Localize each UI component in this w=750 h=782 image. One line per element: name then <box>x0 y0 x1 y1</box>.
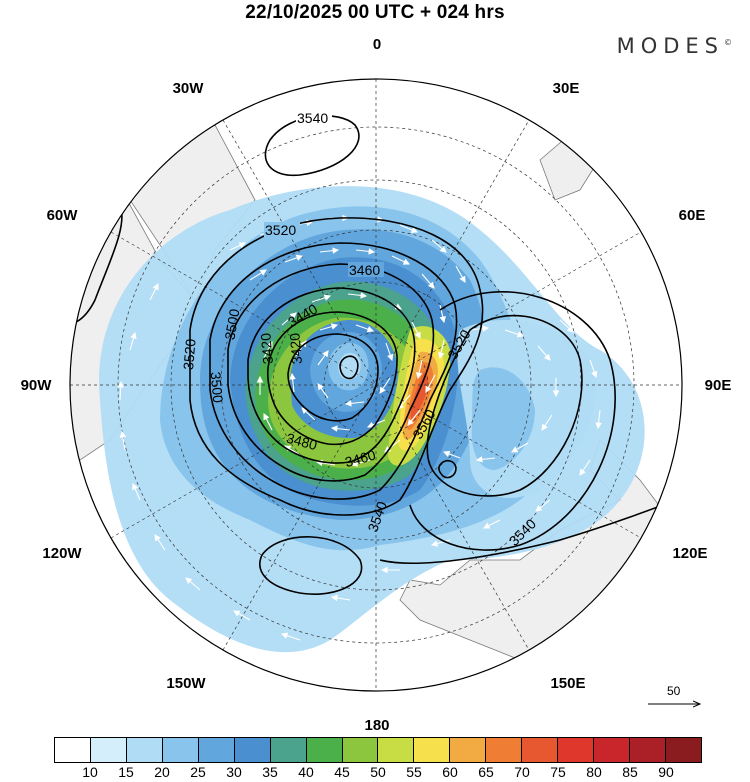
colorbar-tick-label: 40 <box>298 764 314 780</box>
contour-label: 3420 <box>257 332 276 365</box>
colorbar-swatch <box>378 738 415 762</box>
colorbar-tick-label: 85 <box>622 764 638 780</box>
colorbar-tick-label: 60 <box>442 764 458 780</box>
colorbar-tick-label: 20 <box>154 764 170 780</box>
colorbar-swatch <box>306 738 343 762</box>
colorbar-swatch <box>414 738 451 762</box>
colorbar-swatch <box>665 738 701 762</box>
map-boundary <box>69 78 683 692</box>
lon-label-30e: 30E <box>553 80 580 97</box>
map-title: 22/10/2025 00 UTC + 024 hrs <box>245 2 505 23</box>
colorbar-swatch <box>630 738 666 762</box>
lon-label-0: 0 <box>373 36 381 53</box>
colorbar-swatch <box>90 738 127 762</box>
contour-label: 3480 <box>285 430 319 454</box>
colorbar-tick-label: 15 <box>118 764 134 780</box>
brand-name: MODES <box>616 34 724 58</box>
map-disc <box>70 79 682 691</box>
colorbar-swatch <box>594 738 630 762</box>
lon-label-90e: 90E <box>705 377 732 394</box>
lon-label-120e: 120E <box>672 545 707 562</box>
colorbar-tick-label: 75 <box>550 764 566 780</box>
colorbar-tick-label: 90 <box>658 764 674 780</box>
colorbar-swatch <box>234 738 271 762</box>
contour-label: 3500 <box>221 307 242 341</box>
lon-label-90w: 90W <box>21 377 53 394</box>
lon-label-180: 180 <box>364 717 389 734</box>
height-contours <box>70 115 682 595</box>
contour-label: 3540 <box>297 110 328 126</box>
lon-label-30w: 30W <box>173 80 205 97</box>
colorbar-tick-label: 35 <box>262 764 278 780</box>
longitude-labels: 0 30E 60E 90E 120E 150E 180 150W 120W 90… <box>21 36 732 734</box>
lon-label-150w: 150W <box>166 675 206 692</box>
colorbar-tick-label: 30 <box>226 764 242 780</box>
colorbar-swatch <box>450 738 487 762</box>
lon-label-150e: 150E <box>550 675 585 692</box>
colorbar-swatch <box>55 738 91 762</box>
colorbar-ticks: 10 15 20 25 30 35 40 45 50 55 60 65 70 75 80 85 90 <box>54 764 702 782</box>
contour-label: 3460 <box>343 447 377 471</box>
lon-label-120w: 120W <box>42 545 82 562</box>
lon-label-60w: 60W <box>47 207 79 224</box>
colorbar <box>54 737 702 763</box>
contour-label: 3520 <box>180 338 199 371</box>
lon-label-60e: 60E <box>679 207 706 224</box>
contour-label: 3520 <box>265 222 296 238</box>
colorbar-tick-label: 65 <box>478 764 494 780</box>
reference-vector-label: 50 <box>667 684 681 698</box>
colorbar-tick-label: 45 <box>334 764 350 780</box>
colorbar-tick-label: 55 <box>406 764 422 780</box>
colorbar-swatch <box>522 738 559 762</box>
colorbar-swatch <box>270 738 307 762</box>
colorbar-tick-label: 70 <box>514 764 530 780</box>
colorbar-tick-label: 10 <box>82 764 98 780</box>
contour-label: 3500 <box>208 371 227 404</box>
colorbar-swatch <box>486 738 523 762</box>
colorbar-tick-label: 25 <box>190 764 206 780</box>
brand-logo: MODES© <box>617 34 732 58</box>
colorbar-tick-label: 80 <box>586 764 602 780</box>
colorbar-tick-label: 50 <box>370 764 386 780</box>
colorbar-swatch <box>126 738 163 762</box>
colorbar-swatch <box>342 738 379 762</box>
brand-mark: © <box>724 38 732 47</box>
colorbar-swatch <box>558 738 595 762</box>
colorbar-swatch <box>198 738 235 762</box>
colorbar-swatch <box>162 738 199 762</box>
contour-label: 3460 <box>349 262 380 278</box>
contour-label: 3420 <box>286 332 305 365</box>
